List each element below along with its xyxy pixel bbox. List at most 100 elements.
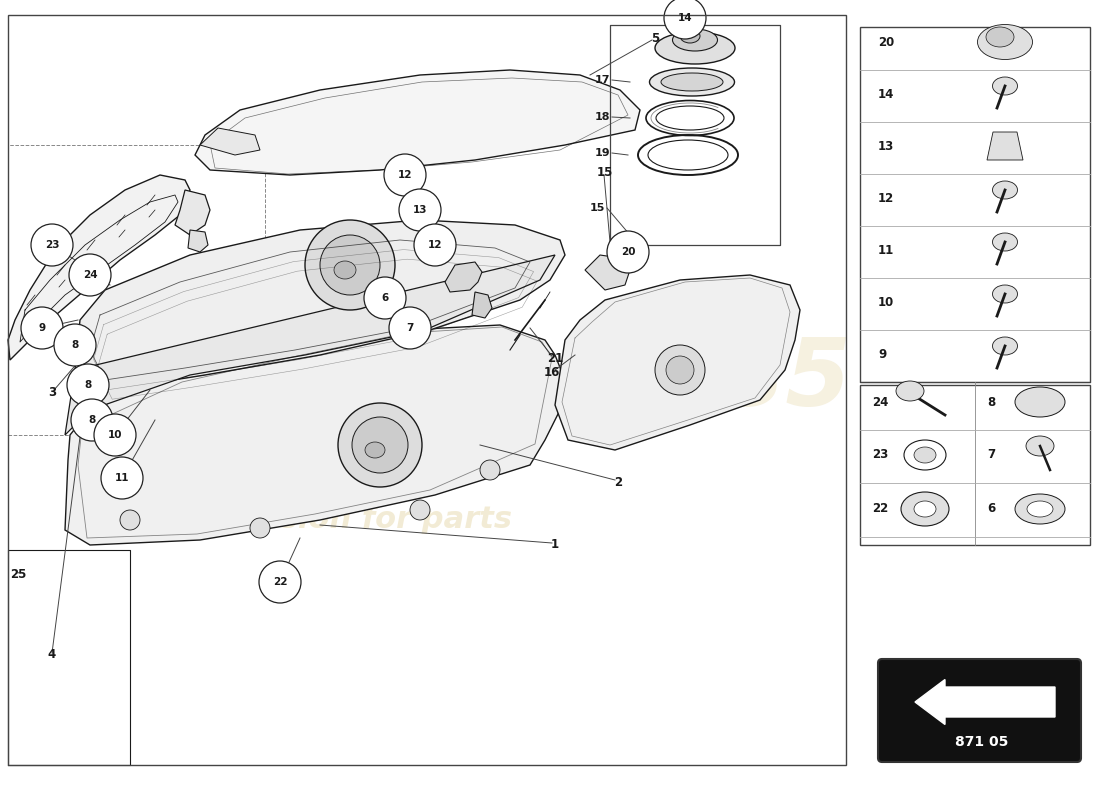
Bar (8, 15, 846, 765)
FancyBboxPatch shape (878, 659, 1081, 762)
Text: 12: 12 (398, 170, 412, 180)
Text: 19: 19 (594, 148, 610, 158)
Circle shape (250, 518, 270, 538)
Circle shape (654, 345, 705, 395)
Circle shape (399, 189, 441, 231)
Text: 23: 23 (872, 449, 888, 462)
Ellipse shape (1015, 494, 1065, 524)
Circle shape (352, 417, 408, 473)
Polygon shape (472, 292, 492, 318)
Text: 2: 2 (614, 475, 623, 489)
Text: 6: 6 (987, 502, 996, 515)
Circle shape (664, 0, 706, 39)
Ellipse shape (901, 492, 949, 526)
Text: a passion for parts: a passion for parts (188, 506, 512, 534)
Text: 20: 20 (878, 35, 894, 49)
Circle shape (480, 460, 501, 480)
Text: 12: 12 (428, 240, 442, 250)
Ellipse shape (992, 181, 1018, 199)
Circle shape (305, 220, 395, 310)
Ellipse shape (992, 337, 1018, 355)
Text: 8: 8 (987, 395, 996, 409)
Circle shape (54, 324, 96, 366)
Text: 23: 23 (45, 240, 59, 250)
Circle shape (666, 356, 694, 384)
Ellipse shape (992, 285, 1018, 303)
Bar (860, 27, 1090, 382)
Text: 1985: 1985 (588, 334, 851, 426)
Circle shape (258, 561, 301, 603)
Text: 20: 20 (620, 247, 636, 257)
Circle shape (414, 224, 456, 266)
Circle shape (338, 403, 422, 487)
Polygon shape (8, 175, 190, 360)
Ellipse shape (680, 29, 700, 43)
Ellipse shape (1015, 387, 1065, 417)
Ellipse shape (661, 73, 723, 91)
Polygon shape (556, 275, 800, 450)
Text: 24: 24 (872, 395, 889, 409)
Ellipse shape (656, 106, 724, 130)
Text: 1: 1 (551, 538, 559, 551)
Circle shape (21, 307, 63, 349)
Text: 8: 8 (88, 415, 96, 425)
Text: 15: 15 (590, 203, 605, 213)
Text: 11: 11 (878, 243, 894, 257)
Ellipse shape (1026, 436, 1054, 456)
Ellipse shape (648, 140, 728, 170)
Polygon shape (175, 190, 210, 235)
Text: 8: 8 (72, 340, 78, 350)
Ellipse shape (649, 68, 735, 96)
Text: 25: 25 (10, 569, 26, 582)
Text: 11: 11 (114, 473, 130, 483)
Ellipse shape (654, 32, 735, 64)
Circle shape (94, 414, 136, 456)
Text: 7: 7 (406, 323, 414, 333)
Text: 9: 9 (39, 323, 45, 333)
Text: 5: 5 (651, 31, 659, 45)
Text: 13: 13 (412, 205, 427, 215)
Text: 7: 7 (987, 449, 996, 462)
Text: 22: 22 (273, 577, 287, 587)
Text: 10: 10 (108, 430, 122, 440)
Text: 14: 14 (678, 13, 692, 23)
Text: 6: 6 (382, 293, 388, 303)
Text: 13: 13 (878, 139, 894, 153)
Text: 9: 9 (878, 347, 887, 361)
Circle shape (69, 254, 111, 296)
Ellipse shape (992, 233, 1018, 251)
Ellipse shape (986, 27, 1014, 47)
Ellipse shape (672, 29, 717, 51)
Circle shape (31, 224, 73, 266)
Polygon shape (585, 255, 630, 290)
Text: 12: 12 (878, 191, 894, 205)
Ellipse shape (914, 447, 936, 463)
Text: 14: 14 (878, 87, 894, 101)
FancyArrow shape (915, 679, 1055, 725)
Circle shape (607, 231, 649, 273)
Ellipse shape (334, 261, 356, 279)
Circle shape (364, 277, 406, 319)
Polygon shape (446, 262, 482, 292)
Polygon shape (200, 128, 260, 155)
Polygon shape (75, 220, 565, 390)
Ellipse shape (914, 501, 936, 517)
Text: 4: 4 (48, 649, 56, 662)
Circle shape (410, 500, 430, 520)
Circle shape (67, 364, 109, 406)
Text: 24: 24 (82, 270, 97, 280)
Text: 16: 16 (543, 366, 560, 378)
Circle shape (384, 154, 426, 196)
Polygon shape (195, 70, 640, 175)
Text: 871 05: 871 05 (955, 735, 1009, 749)
Polygon shape (65, 325, 565, 545)
Polygon shape (65, 255, 556, 435)
Text: 17: 17 (594, 75, 610, 85)
Circle shape (120, 510, 140, 530)
Text: 15: 15 (597, 166, 613, 178)
Circle shape (72, 399, 113, 441)
Ellipse shape (992, 77, 1018, 95)
Text: 22: 22 (872, 502, 888, 515)
Polygon shape (188, 230, 208, 252)
Circle shape (320, 235, 379, 295)
